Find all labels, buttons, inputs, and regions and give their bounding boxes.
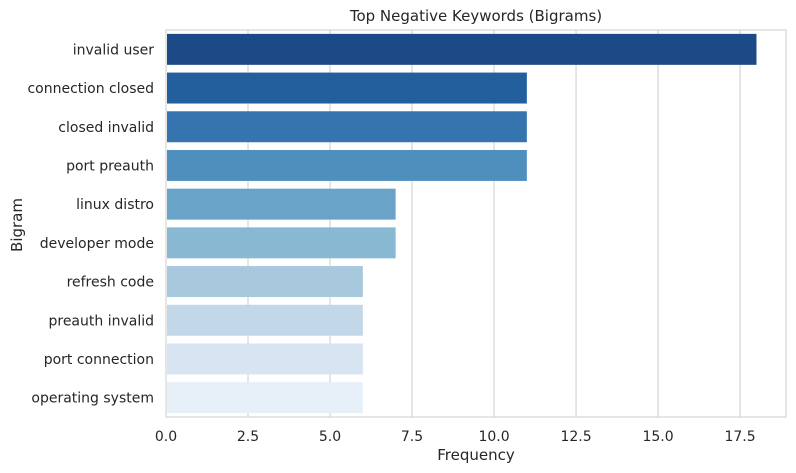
y-tick-label: developer mode (40, 236, 154, 252)
chart-title: Top Negative Keywords (Bigrams) (349, 7, 602, 25)
x-tick-label: 12.5 (560, 429, 591, 445)
y-tick-label: invalid user (73, 42, 155, 58)
plot-frame (165, 29, 787, 418)
bar (167, 266, 363, 298)
y-tick-label: closed invalid (58, 120, 154, 136)
bar (167, 304, 363, 336)
y-tick-label: refresh code (67, 275, 154, 291)
x-tick-label: 2.5 (237, 429, 259, 445)
x-axis-title: Frequency (437, 446, 515, 464)
x-tick-label: 7.5 (401, 429, 423, 445)
y-tick-label: port connection (44, 352, 154, 368)
y-axis-title: Bigram (8, 198, 26, 252)
bar (167, 188, 396, 220)
y-tick-label: connection closed (27, 81, 154, 97)
bars (167, 33, 757, 414)
bar (167, 72, 527, 104)
y-tick-labels: invalid user connection closed closed inva… (27, 42, 154, 406)
x-tick-labels: 0.0 2.5 5.0 7.5 10.0 12.5 15.0 17.5 (155, 429, 756, 445)
bar (167, 382, 363, 414)
bar (167, 227, 396, 259)
x-tick-label: 0.0 (155, 429, 177, 445)
x-tick-label: 15.0 (642, 429, 673, 445)
bar (167, 33, 757, 65)
y-tick-label: linux distro (76, 197, 154, 213)
bar (167, 343, 363, 375)
bar (167, 111, 527, 143)
y-tick-label: port preauth (66, 158, 154, 174)
x-tick-label: 5.0 (319, 429, 341, 445)
y-tick-label: preauth invalid (48, 313, 154, 329)
x-tick-label: 17.5 (724, 429, 755, 445)
x-tick-label: 10.0 (478, 429, 509, 445)
bar (167, 149, 527, 181)
y-tick-label: operating system (31, 391, 154, 407)
